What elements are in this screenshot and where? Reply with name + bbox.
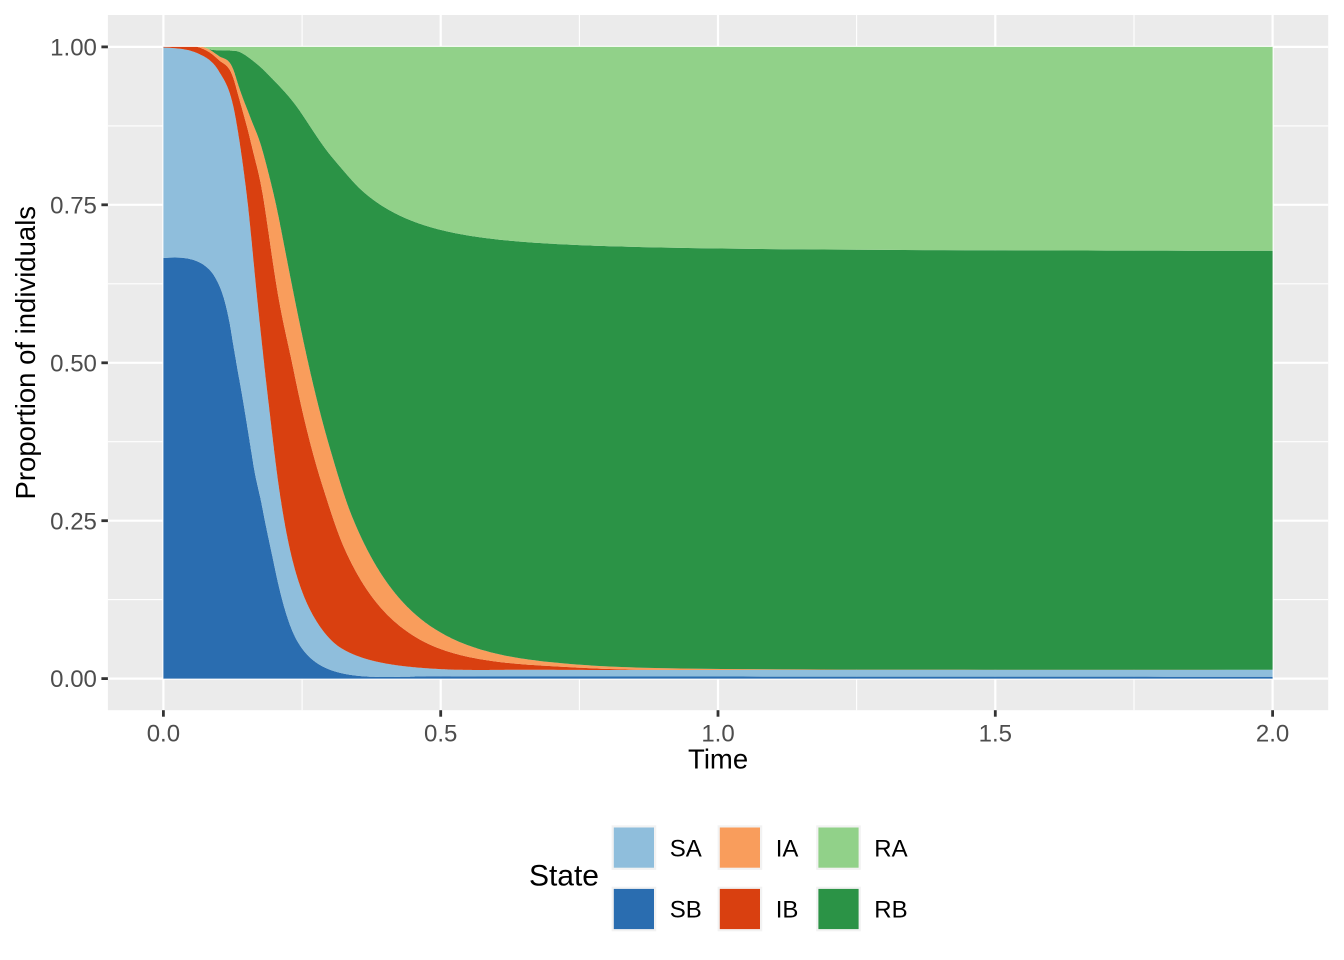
svg-text:0.00: 0.00 [50, 666, 97, 693]
svg-text:1.5: 1.5 [979, 721, 1012, 748]
svg-text:RB: RB [874, 897, 907, 924]
svg-text:Proportion of individuals: Proportion of individuals [10, 206, 41, 500]
svg-text:SA: SA [670, 835, 702, 862]
svg-text:2.0: 2.0 [1256, 721, 1289, 748]
svg-text:0.50: 0.50 [50, 350, 97, 377]
svg-text:0.5: 0.5 [424, 721, 457, 748]
svg-text:IA: IA [776, 835, 799, 862]
svg-text:1.0: 1.0 [701, 721, 734, 748]
svg-text:IB: IB [776, 897, 799, 924]
svg-text:0.0: 0.0 [147, 721, 180, 748]
svg-text:SB: SB [670, 897, 702, 924]
svg-text:RA: RA [874, 835, 907, 862]
svg-text:1.00: 1.00 [50, 35, 97, 62]
svg-text:Time: Time [688, 744, 748, 775]
svg-text:State: State [529, 860, 599, 893]
svg-text:0.75: 0.75 [50, 192, 97, 219]
svg-text:0.25: 0.25 [50, 508, 97, 535]
